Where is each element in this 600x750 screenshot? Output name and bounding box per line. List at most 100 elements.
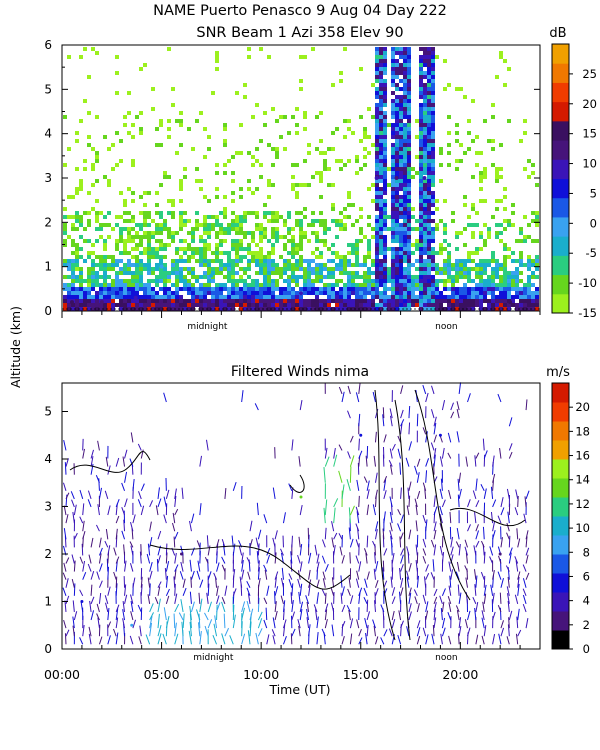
snr-cell xyxy=(87,299,91,303)
wind-barb xyxy=(241,633,246,645)
snr-cell xyxy=(403,239,407,243)
snr-cell xyxy=(227,291,231,295)
snr-cell xyxy=(155,307,159,311)
snr-cell xyxy=(503,255,507,259)
snr-cell xyxy=(511,303,515,307)
snr-cell xyxy=(379,143,383,147)
snr-cell xyxy=(439,147,443,151)
snr-cell xyxy=(447,143,451,147)
snr-cell xyxy=(71,275,75,279)
snr-cell xyxy=(155,263,159,267)
snr-cell xyxy=(483,119,487,123)
snr-cell xyxy=(195,279,199,283)
snr-cell xyxy=(375,163,379,167)
snr-cell xyxy=(391,219,395,223)
snr-midnight-label: midnight xyxy=(187,322,228,332)
wind-barb xyxy=(178,612,184,621)
snr-cell xyxy=(199,295,203,299)
snr-y-tick-label: 6 xyxy=(44,38,52,52)
wind-barb xyxy=(64,462,67,475)
snr-cell xyxy=(219,295,223,299)
snr-cell xyxy=(87,111,91,115)
snr-cell xyxy=(307,275,311,279)
snr-cell xyxy=(427,99,431,103)
snr-cell xyxy=(487,235,491,239)
snr-cell xyxy=(319,291,323,295)
wind-barb xyxy=(298,456,301,467)
snr-cell xyxy=(455,235,459,239)
snr-y-tick-label: 0 xyxy=(44,304,52,318)
snr-cell xyxy=(407,291,411,295)
wind-barb xyxy=(221,633,226,645)
snr-cell xyxy=(515,287,519,291)
snr-cell xyxy=(75,227,79,231)
snr-cell xyxy=(135,291,139,295)
snr-cell xyxy=(415,287,419,291)
wind-barb xyxy=(372,391,376,403)
winds-colorbar-frame xyxy=(551,382,570,650)
wind-barb xyxy=(433,506,438,516)
snr-cell xyxy=(479,151,483,155)
snr-cell xyxy=(343,223,347,227)
snr-cell xyxy=(399,51,403,55)
snr-cell xyxy=(203,263,207,267)
snr-cell xyxy=(391,215,395,219)
snr-cell xyxy=(467,279,471,283)
snr-cell xyxy=(403,307,407,311)
snr-cell xyxy=(495,171,499,175)
snr-cell xyxy=(227,279,231,283)
winds-colorbar-swatch xyxy=(552,535,569,555)
snr-cell xyxy=(399,207,403,211)
snr-cell xyxy=(171,103,175,107)
snr-cell xyxy=(391,115,395,119)
wind-barb xyxy=(308,534,310,548)
snr-cell xyxy=(95,159,99,163)
wind-barb xyxy=(65,557,70,564)
wind-barb xyxy=(475,452,480,459)
wind-barb xyxy=(425,519,428,532)
snr-cell xyxy=(371,291,375,295)
snr-cell xyxy=(523,299,527,303)
snr-cell xyxy=(343,287,347,291)
snr-cell xyxy=(123,263,127,267)
wind-barb xyxy=(358,495,360,508)
snr-colorbar-swatch xyxy=(552,120,569,141)
snr-colorbar-swatch xyxy=(552,63,569,83)
snr-cell xyxy=(407,231,411,235)
snr-cell xyxy=(407,95,411,99)
wind-barb xyxy=(263,597,268,605)
snr-cell xyxy=(239,223,243,227)
snr-cell xyxy=(339,159,343,163)
snr-cell xyxy=(119,271,123,275)
snr-cell xyxy=(375,239,379,243)
snr-cell xyxy=(423,235,427,239)
snr-cell xyxy=(63,207,67,211)
snr-cell xyxy=(407,279,411,283)
snr-cell xyxy=(435,271,439,275)
snr-cell xyxy=(191,299,195,303)
wind-barb xyxy=(241,560,244,572)
snr-cell xyxy=(499,287,503,291)
wind-barb xyxy=(280,548,284,556)
wind-barb xyxy=(96,524,100,532)
snr-cell xyxy=(95,263,99,267)
snr-cell xyxy=(123,307,127,311)
snr-cell xyxy=(343,163,347,167)
snr-cell xyxy=(447,83,451,87)
snr-cell xyxy=(319,195,323,199)
wind-barb xyxy=(216,604,218,621)
snr-cell xyxy=(435,227,439,231)
snr-cell xyxy=(407,247,411,251)
snr-cell xyxy=(267,219,271,223)
wind-barb xyxy=(449,575,452,588)
snr-cell xyxy=(423,143,427,147)
wind-barb xyxy=(389,415,393,427)
snr-cell xyxy=(295,247,299,251)
snr-cell xyxy=(403,195,407,199)
wind-barb xyxy=(475,634,479,645)
wind-barb xyxy=(347,410,351,419)
wind-barb xyxy=(492,455,495,467)
snr-cell xyxy=(479,299,483,303)
snr-cell xyxy=(391,99,395,103)
wind-barb xyxy=(448,602,452,613)
